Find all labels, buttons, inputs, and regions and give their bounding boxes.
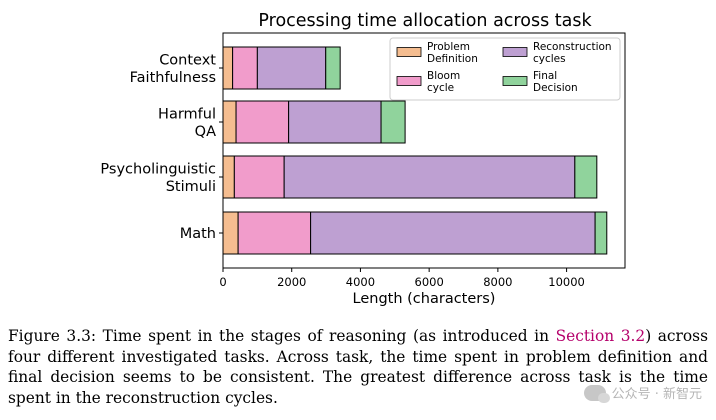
bar-segment xyxy=(237,211,312,255)
figure-caption: Figure 3.3: Time spent in the stages of … xyxy=(8,326,708,408)
y-tick-label: Context Faithfulness xyxy=(130,52,217,86)
caption-label: Figure 3.3: xyxy=(8,327,97,345)
plot-frame xyxy=(222,32,626,269)
y-tick-label: Psycholinguistic Stimuli xyxy=(100,161,216,195)
watermark-text: 公众号 · 新智元 xyxy=(611,387,702,402)
legend-label: Reconstruction cycles xyxy=(533,41,612,65)
y-tick-label: Math xyxy=(180,226,216,242)
bar-segment xyxy=(380,100,406,144)
y-tick-label: Harmful QA xyxy=(158,106,216,140)
bar-segment xyxy=(256,46,327,90)
wechat-icon xyxy=(583,384,610,403)
legend-swatch xyxy=(396,76,422,86)
x-tick-label: 2000 xyxy=(277,275,306,289)
legend: Problem Definition Bloom cycle Reconstructio… xyxy=(389,37,621,101)
chart-title: Processing time allocation across task xyxy=(258,11,592,31)
legend-label: Bloom cycle xyxy=(427,70,460,94)
caption-text-before: Time spent in the stages of reasoning (a… xyxy=(102,327,549,345)
x-tick-label: 4000 xyxy=(346,275,375,289)
watermark: 公众号 · 新智元 xyxy=(583,383,702,403)
legend-swatch xyxy=(502,76,528,86)
bar-segment xyxy=(288,100,382,144)
bar-segment xyxy=(232,46,258,90)
legend-label: Problem Definition xyxy=(427,41,478,65)
bar-segment xyxy=(235,100,290,144)
legend-swatch xyxy=(396,47,422,57)
bar-segment xyxy=(283,155,576,199)
y-tick-labels: Context Faithfulness Harmful QA Psycholingui… xyxy=(100,52,223,242)
x-tick-label: 6000 xyxy=(415,275,444,289)
x-axis: 0 2000 4000 6000 8000 10000 xyxy=(219,268,585,289)
bar-segment xyxy=(222,46,234,90)
legend-frame xyxy=(389,37,621,101)
x-tick-label: 10000 xyxy=(548,275,585,289)
bars-layer xyxy=(222,46,608,255)
bar-segment xyxy=(594,211,608,255)
x-tick-label: 0 xyxy=(219,275,226,289)
bar-segment xyxy=(222,155,235,199)
legend-label: Final Decision xyxy=(533,70,578,94)
caption-text-after: ) across four different investigated tas… xyxy=(8,327,708,407)
x-tick-label: 8000 xyxy=(483,275,512,289)
section-link[interactable]: Section 3.2 xyxy=(555,327,646,345)
bar-segment xyxy=(574,155,598,199)
bar-segment xyxy=(233,155,285,199)
bar-segment xyxy=(222,100,237,144)
bar-segment xyxy=(325,46,341,90)
bar-segment xyxy=(310,211,596,255)
bar-segment xyxy=(222,211,239,255)
x-axis-label: Length (characters) xyxy=(353,291,496,307)
legend-swatch xyxy=(502,47,528,57)
